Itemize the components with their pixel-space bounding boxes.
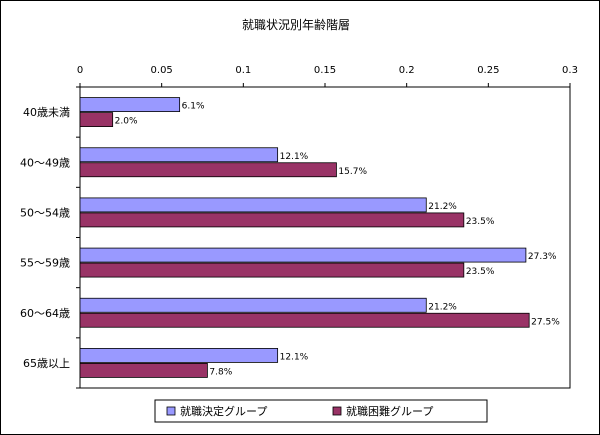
data-label: 15.7%	[338, 167, 367, 177]
legend-box	[154, 399, 488, 423]
data-label: 21.2%	[428, 202, 457, 212]
data-label: 23.5%	[466, 267, 495, 277]
x-tick-label: 0.3	[562, 65, 578, 76]
bar-difficult	[79, 212, 465, 228]
legend-label: 就職困難グループ	[346, 404, 433, 418]
x-tick-label: 0.2	[399, 65, 415, 76]
bar-decided	[79, 147, 279, 163]
chart-title: 就職状況別年齢階層	[242, 17, 350, 32]
bar-difficult	[79, 312, 530, 328]
category-label: 55～59歳	[20, 257, 70, 270]
data-label: 12.1%	[280, 152, 309, 162]
bar-decided	[79, 97, 181, 112]
bar-decided	[79, 297, 427, 313]
bar-difficult	[79, 112, 114, 127]
x-tick-label: 0.25	[477, 65, 499, 76]
legend-swatch	[332, 406, 342, 416]
bar-difficult	[79, 363, 208, 378]
data-label: 2.0%	[115, 117, 138, 127]
x-tick-label: 0.05	[151, 65, 173, 76]
legend-swatch	[166, 406, 176, 416]
bar-decided	[79, 197, 427, 213]
category-label: 65歳以上	[23, 357, 70, 370]
bar-decided	[79, 348, 279, 363]
bar-difficult	[79, 162, 337, 178]
category-label: 50～54歳	[20, 206, 70, 219]
data-label: 12.1%	[280, 352, 309, 362]
data-label: 7.8%	[209, 367, 232, 377]
category-label: 40～49歳	[20, 156, 70, 169]
bar-decided	[79, 247, 527, 263]
data-label: 23.5%	[466, 217, 495, 227]
data-label: 27.5%	[531, 317, 560, 327]
data-label: 27.3%	[528, 252, 557, 262]
plot-area: 0 0.05 0.1 0.15 0.2 0.25 0.3 40歳未満 6.1% 2.0% 40～49…	[20, 65, 578, 389]
data-label: 6.1%	[182, 102, 205, 112]
x-tick-label: 0	[77, 65, 83, 76]
plot-border	[79, 86, 571, 389]
x-tick-label: 0.15	[314, 65, 336, 76]
bar-difficult	[79, 262, 465, 278]
x-tick-label: 0.1	[235, 65, 251, 76]
category-label: 40歳未満	[23, 106, 70, 119]
data-label: 21.2%	[428, 302, 457, 312]
legend: 就職決定グループ 就職困難グループ	[154, 399, 488, 423]
legend-label: 就職決定グループ	[180, 404, 267, 418]
category-label: 60～64歳	[20, 307, 70, 320]
